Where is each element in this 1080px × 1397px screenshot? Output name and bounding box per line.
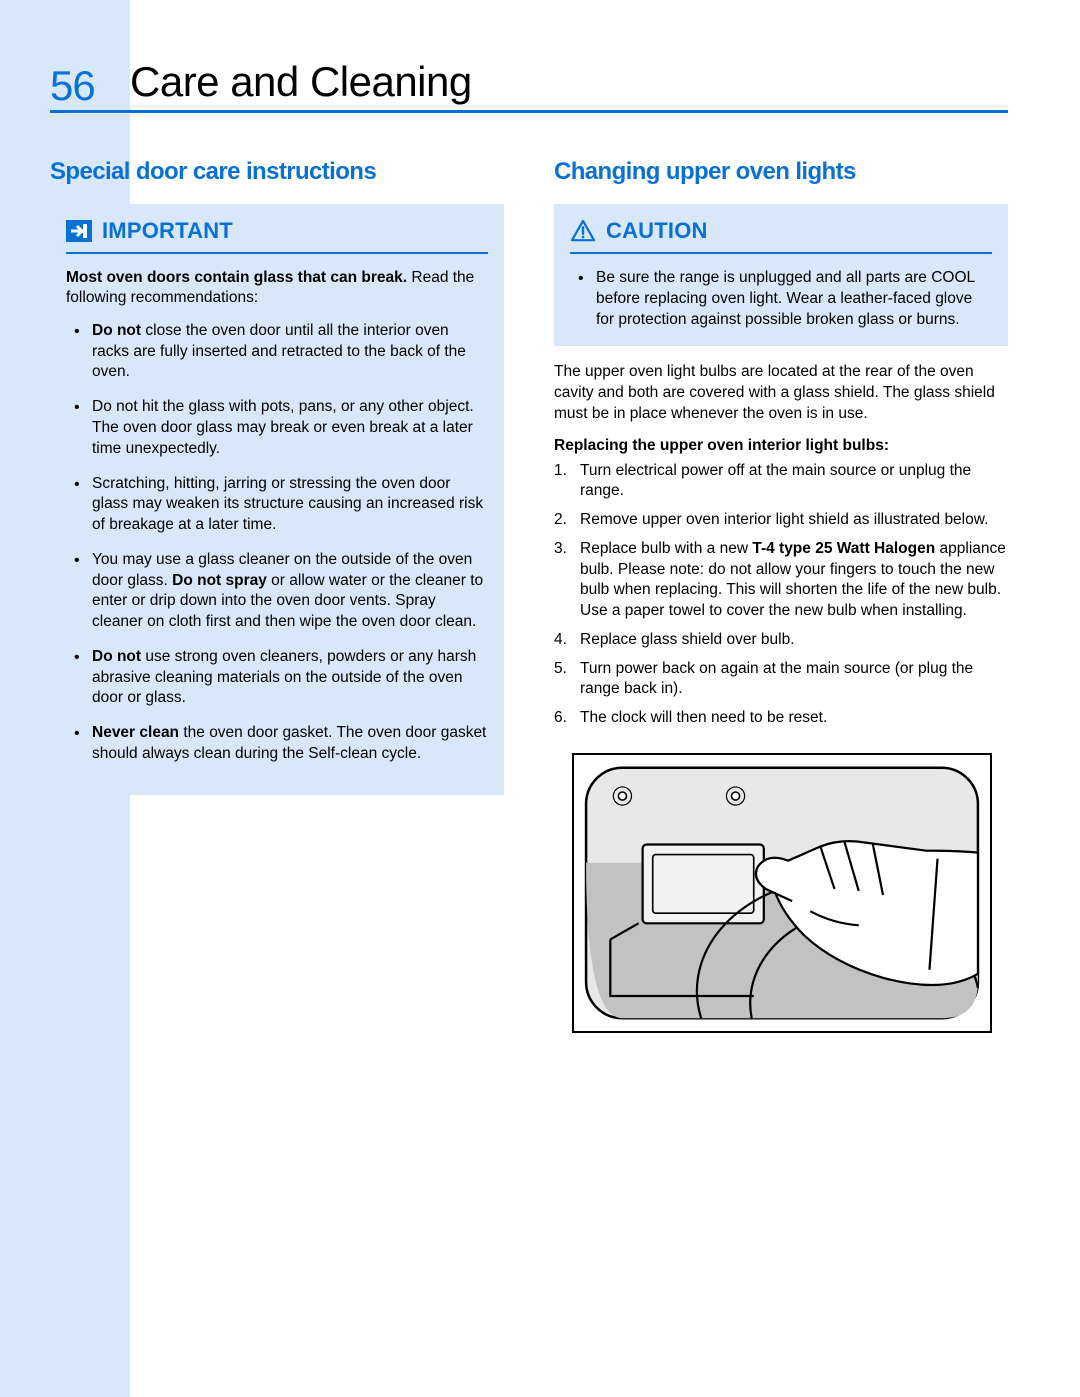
list-item: Replace glass shield over bulb. (554, 630, 1008, 651)
section-heading-right: Changing upper oven lights (554, 158, 1008, 186)
important-intro: Most oven doors contain glass that can b… (66, 268, 488, 309)
page-title: Care and Cleaning (130, 58, 472, 106)
list-item: Do not hit the glass with pots, pans, or… (66, 397, 488, 459)
right-column: Changing upper oven lights CAUTION Be su… (554, 158, 1008, 1033)
body-paragraph: The upper oven light bulbs are located a… (554, 362, 1008, 424)
arrow-box-icon (66, 220, 92, 242)
page-number: 56 (50, 62, 95, 110)
sub-heading: Replacing the upper oven interior light … (554, 437, 1008, 455)
steps-list: Turn electrical power off at the main so… (554, 461, 1008, 729)
list-item: Scratching, hitting, jarring or stressin… (66, 474, 488, 536)
list-item: Do not use strong oven cleaners, powders… (66, 647, 488, 709)
list-item: Replace bulb with a new T-4 type 25 Watt… (554, 539, 1008, 622)
list-item: The clock will then need to be reset. (554, 708, 1008, 729)
title-rule (50, 110, 1008, 113)
list-item: Do not close the oven door until all the… (66, 321, 488, 383)
section-heading-left: Special door care instructions (50, 158, 504, 186)
important-callout-header: IMPORTANT (66, 218, 488, 254)
left-column: Special door care instructions IMPORTANT… (50, 158, 504, 811)
list-item: Turn power back on again at the main sou… (554, 659, 1008, 701)
caution-triangle-icon (570, 220, 596, 242)
list-item: Be sure the range is unplugged and all p… (570, 268, 992, 330)
bulb-replacement-illustration (580, 761, 984, 1025)
list-item: Remove upper oven interior light shield … (554, 510, 1008, 531)
list-item: You may use a glass cleaner on the outsi… (66, 550, 488, 633)
list-item: Never clean the oven door gasket. The ov… (66, 723, 488, 765)
caution-label: CAUTION (606, 218, 708, 244)
important-bullets: Do not close the oven door until all the… (66, 321, 488, 765)
caution-bullets: Be sure the range is unplugged and all p… (570, 268, 992, 330)
intro-bold: Most oven doors contain glass that can b… (66, 269, 407, 286)
important-callout: IMPORTANT Most oven doors contain glass … (50, 204, 504, 795)
caution-callout-header: CAUTION (570, 218, 992, 254)
illustration-frame (572, 753, 992, 1033)
caution-callout: CAUTION Be sure the range is unplugged a… (554, 204, 1008, 346)
list-item: Turn electrical power off at the main so… (554, 461, 1008, 503)
important-label: IMPORTANT (102, 218, 233, 244)
